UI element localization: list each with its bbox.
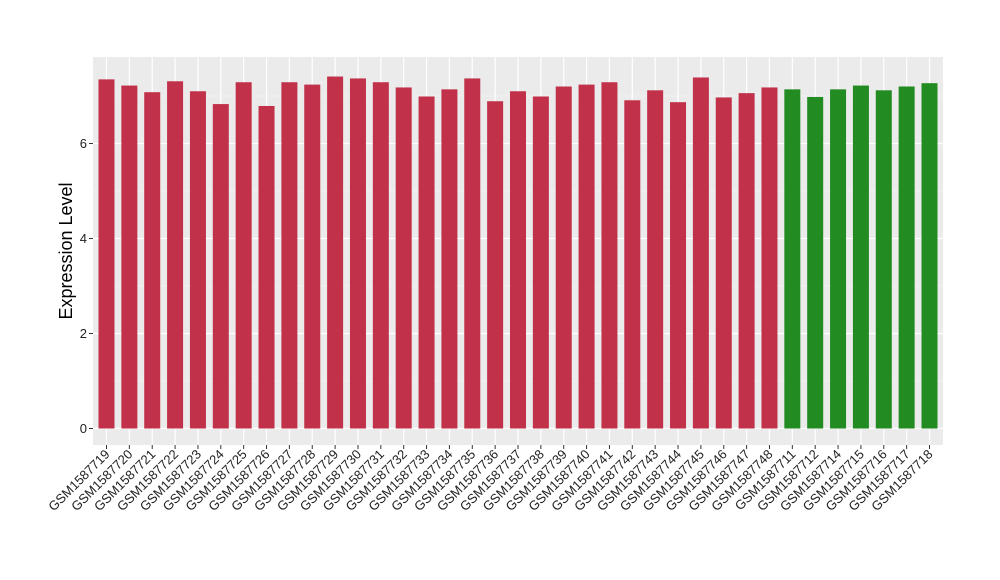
bar-GSM1587747	[738, 93, 755, 429]
bar-GSM1587729	[327, 76, 344, 429]
bar-GSM1587732	[395, 87, 412, 429]
bar-GSM1587720	[121, 85, 138, 429]
y-tick-label: 6	[80, 136, 87, 151]
bar-GSM1587733	[418, 96, 435, 429]
bar-GSM1587735	[464, 78, 481, 429]
y-axis: 0 2 4 6	[80, 136, 93, 436]
bar-GSM1587743	[647, 90, 664, 429]
x-axis: GSM1587719GSM1587720GSM1587721GSM1587722…	[45, 445, 936, 514]
y-axis-title: Expression Level	[56, 182, 76, 319]
bar-GSM1587728	[304, 84, 321, 429]
bar-GSM1587723	[189, 91, 206, 429]
bar-GSM1587734	[441, 89, 458, 429]
y-tick-label: 2	[80, 326, 87, 341]
bar-GSM1587748	[761, 87, 778, 429]
bar-GSM1587722	[167, 81, 184, 429]
bar-GSM1587736	[487, 101, 504, 429]
y-tick-label: 4	[80, 231, 87, 246]
bar-GSM1587745	[692, 77, 709, 429]
y-tick-label: 0	[80, 421, 87, 436]
bar-GSM1587739	[555, 86, 572, 429]
bar-GSM1587737	[510, 91, 526, 429]
bar-GSM1587726	[258, 105, 275, 429]
bar-GSM1587738	[532, 96, 549, 429]
bar-GSM1587716	[875, 90, 892, 429]
bar-GSM1587725	[235, 82, 252, 429]
bar-GSM1587717	[898, 86, 915, 429]
bar-GSM1587711	[784, 89, 801, 429]
bar-GSM1587740	[578, 84, 595, 429]
bars	[98, 76, 938, 429]
bar-GSM1587741	[601, 82, 618, 429]
bar-GSM1587719	[98, 79, 115, 429]
bar-GSM1587731	[372, 82, 389, 429]
bar-GSM1587744	[670, 102, 687, 429]
bar-GSM1587712	[807, 96, 824, 429]
bar-GSM1587718	[921, 83, 938, 429]
bar-GSM1587721	[144, 92, 161, 429]
bar-GSM1587746	[715, 97, 732, 429]
bar-GSM1587715	[852, 85, 869, 429]
bar-GSM1587714	[830, 89, 847, 429]
bar-GSM1587727	[281, 82, 298, 429]
bar-GSM1587742	[624, 100, 641, 429]
bar-GSM1587724	[212, 104, 229, 429]
bar-GSM1587730	[349, 78, 366, 429]
